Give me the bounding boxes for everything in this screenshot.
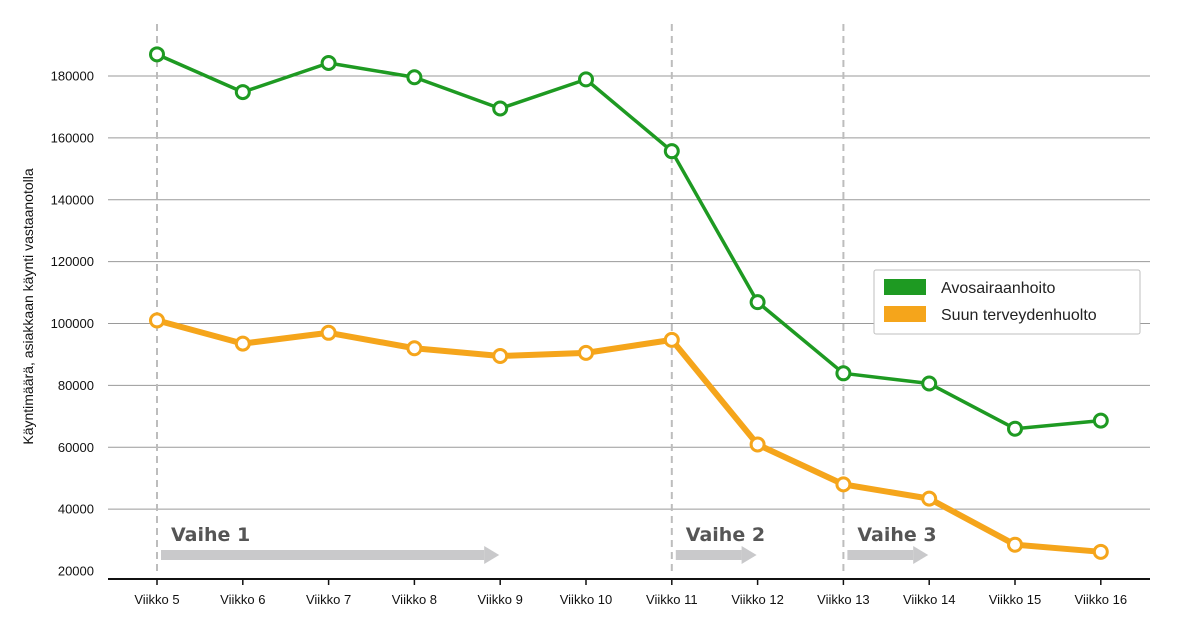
phase-arrows: Vaihe 1 Vaihe 2 Vaihe 3: [161, 524, 937, 564]
phase-arrow-head: [913, 546, 929, 564]
series-lines: [149, 46, 1109, 560]
data-point: [921, 490, 938, 507]
x-tick-label: Viikko 16: [1075, 592, 1128, 607]
legend-swatch: [884, 279, 926, 295]
phase-arrow: [675, 546, 757, 564]
legend-label: Suun terveydenhuolto: [941, 307, 1097, 324]
y-tick-label: 120000: [51, 254, 94, 269]
data-point: [406, 340, 423, 357]
gridlines: [108, 75, 1150, 510]
data-point: [578, 344, 594, 361]
data-point: [749, 294, 766, 311]
data-point: [835, 365, 852, 382]
legend-label: Avosairaanhoito: [941, 280, 1056, 297]
phase-arrow-head: [484, 546, 500, 564]
data-point: [234, 335, 251, 352]
data-point: [835, 476, 852, 493]
data-point: [320, 324, 337, 341]
y-tick-label: 180000: [51, 69, 94, 84]
y-tick-label: 80000: [58, 378, 94, 393]
x-tick-label: Viikko 14: [903, 592, 956, 607]
phase-arrow-shaft: [161, 550, 485, 560]
y-axis-label: Käyntimäärä, asiakkaan käynti vastaanoto…: [20, 168, 36, 444]
y-tick-label: 60000: [58, 440, 94, 455]
phase-arrow-shaft: [847, 550, 914, 560]
data-point: [1007, 420, 1023, 437]
phase-arrow: [847, 546, 929, 564]
series-line: [155, 52, 1103, 431]
x-tick-label: Viikko 7: [306, 592, 351, 607]
data-point: [663, 331, 680, 348]
phase-label: Vaihe 3: [857, 524, 936, 546]
y-tick-label: 40000: [58, 502, 94, 517]
x-tick-label: Viikko 15: [989, 592, 1042, 607]
data-point: [663, 143, 680, 160]
data-point: [492, 347, 509, 364]
legend-box: [873, 269, 1141, 335]
phase-arrow: [161, 546, 500, 564]
phase-arrow-head: [741, 546, 757, 564]
y-tick-label: 160000: [51, 130, 94, 145]
data-point: [149, 46, 165, 63]
legend-swatch: [884, 306, 926, 322]
x-tick-label: Viikko 13: [817, 592, 870, 607]
y-tick-label: 140000: [51, 192, 94, 207]
y-axis-ticks: 20000 40000 60000 80000 100000 120000 140000 16…: [51, 69, 94, 579]
data-point: [749, 436, 766, 453]
x-tick-label: Viikko 12: [731, 592, 784, 607]
data-point: [406, 69, 423, 86]
data-point: [1092, 412, 1109, 429]
phase-arrow-shaft: [675, 550, 742, 560]
x-tick-label: Viikko 9: [478, 592, 523, 607]
data-point: [234, 84, 251, 101]
data-point: [578, 71, 594, 88]
legend: Avosairaanhoito Suun terveydenhuolto: [873, 269, 1141, 335]
phase-label: Vaihe 1: [171, 524, 250, 546]
data-point: [149, 312, 165, 329]
series-line: [154, 317, 1104, 555]
data-point: [1092, 543, 1109, 560]
y-tick-label: 100000: [51, 316, 94, 331]
x-tick-label: Viikko 6: [220, 592, 265, 607]
phase-label: Vaihe 2: [686, 524, 765, 546]
data-point: [1007, 536, 1023, 553]
x-tick-label: Viikko 10: [560, 592, 613, 607]
x-tick-label: Viikko 8: [392, 592, 437, 607]
x-tick-label: Viikko 11: [646, 592, 698, 607]
data-point: [921, 375, 938, 392]
data-point: [492, 100, 509, 117]
x-tick-label: Viikko 5: [134, 592, 179, 607]
y-tick-label: 20000: [58, 564, 94, 579]
x-axis-ticks: Viikko 5 Viikko 6 Viikko 7 Viikko 8 Viikko 9…: [134, 579, 1127, 607]
data-point: [320, 55, 337, 72]
